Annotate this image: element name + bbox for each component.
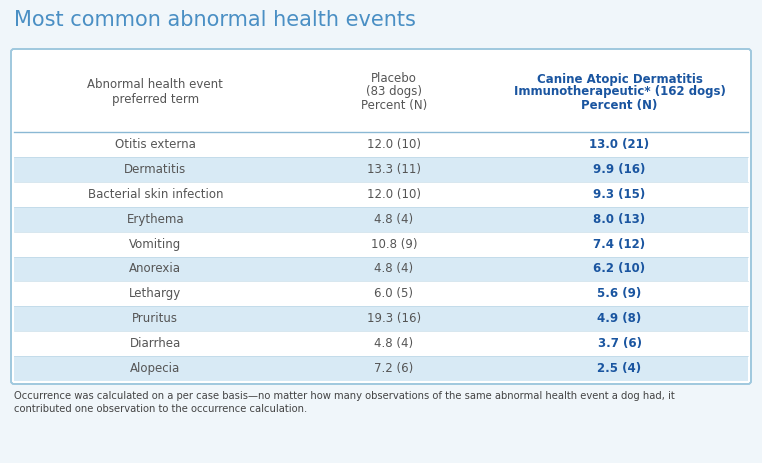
Text: 7.4 (12): 7.4 (12) (594, 238, 645, 250)
Text: 19.3 (16): 19.3 (16) (367, 312, 421, 325)
Bar (14, 356, 748, 381)
Text: 5.6 (9): 5.6 (9) (597, 288, 642, 300)
Text: 4.8 (4): 4.8 (4) (374, 213, 414, 225)
Text: 6.0 (5): 6.0 (5) (374, 288, 413, 300)
Bar (14, 182, 748, 206)
Text: 12.0 (10): 12.0 (10) (367, 188, 421, 201)
Text: Vomiting: Vomiting (130, 238, 181, 250)
Bar (14, 331, 748, 356)
Text: Diarrhea: Diarrhea (130, 337, 181, 350)
Text: 9.3 (15): 9.3 (15) (594, 188, 645, 201)
Text: 4.9 (8): 4.9 (8) (597, 312, 642, 325)
Text: 12.0 (10): 12.0 (10) (367, 138, 421, 151)
Bar (14, 257, 748, 282)
Text: 3.7 (6): 3.7 (6) (597, 337, 642, 350)
Text: Placebo: Placebo (371, 73, 417, 86)
Text: Percent (N): Percent (N) (581, 99, 658, 112)
Text: 4.8 (4): 4.8 (4) (374, 337, 414, 350)
Bar (14, 307, 748, 331)
Text: Anorexia: Anorexia (130, 263, 181, 275)
Bar (14, 132, 748, 157)
Text: 4.8 (4): 4.8 (4) (374, 263, 414, 275)
Text: Dermatitis: Dermatitis (124, 163, 187, 176)
Text: Occurrence was calculated on a per case basis—no matter how many observations of: Occurrence was calculated on a per case … (14, 391, 674, 401)
Text: Bacterial skin infection: Bacterial skin infection (88, 188, 223, 201)
FancyBboxPatch shape (11, 49, 751, 384)
Text: 8.0 (13): 8.0 (13) (594, 213, 645, 225)
Text: (83 dogs): (83 dogs) (366, 86, 422, 99)
Text: Most common abnormal health events: Most common abnormal health events (14, 10, 416, 30)
Text: Otitis externa: Otitis externa (115, 138, 196, 151)
Text: Abnormal health event: Abnormal health event (88, 77, 223, 90)
Text: 7.2 (6): 7.2 (6) (374, 362, 414, 375)
Bar (14, 232, 748, 257)
Bar (14, 282, 748, 307)
Text: Pruritus: Pruritus (133, 312, 178, 325)
Text: 13.0 (21): 13.0 (21) (590, 138, 650, 151)
Text: Alopecia: Alopecia (130, 362, 181, 375)
Text: 6.2 (10): 6.2 (10) (594, 263, 645, 275)
Bar (14, 206, 748, 232)
Text: 13.3 (11): 13.3 (11) (367, 163, 421, 176)
Text: 9.9 (16): 9.9 (16) (594, 163, 645, 176)
Bar (14, 157, 748, 182)
Text: contributed one observation to the occurrence calculation.: contributed one observation to the occur… (14, 404, 307, 414)
Text: 2.5 (4): 2.5 (4) (597, 362, 642, 375)
Text: Canine Atopic Dermatitis: Canine Atopic Dermatitis (536, 73, 703, 86)
Text: preferred term: preferred term (112, 94, 199, 106)
Text: Percent (N): Percent (N) (360, 99, 427, 112)
Text: Immunotherapeutic* (162 dogs): Immunotherapeutic* (162 dogs) (514, 86, 725, 99)
Text: 10.8 (9): 10.8 (9) (370, 238, 417, 250)
Text: Lethargy: Lethargy (130, 288, 181, 300)
Text: Erythema: Erythema (126, 213, 184, 225)
